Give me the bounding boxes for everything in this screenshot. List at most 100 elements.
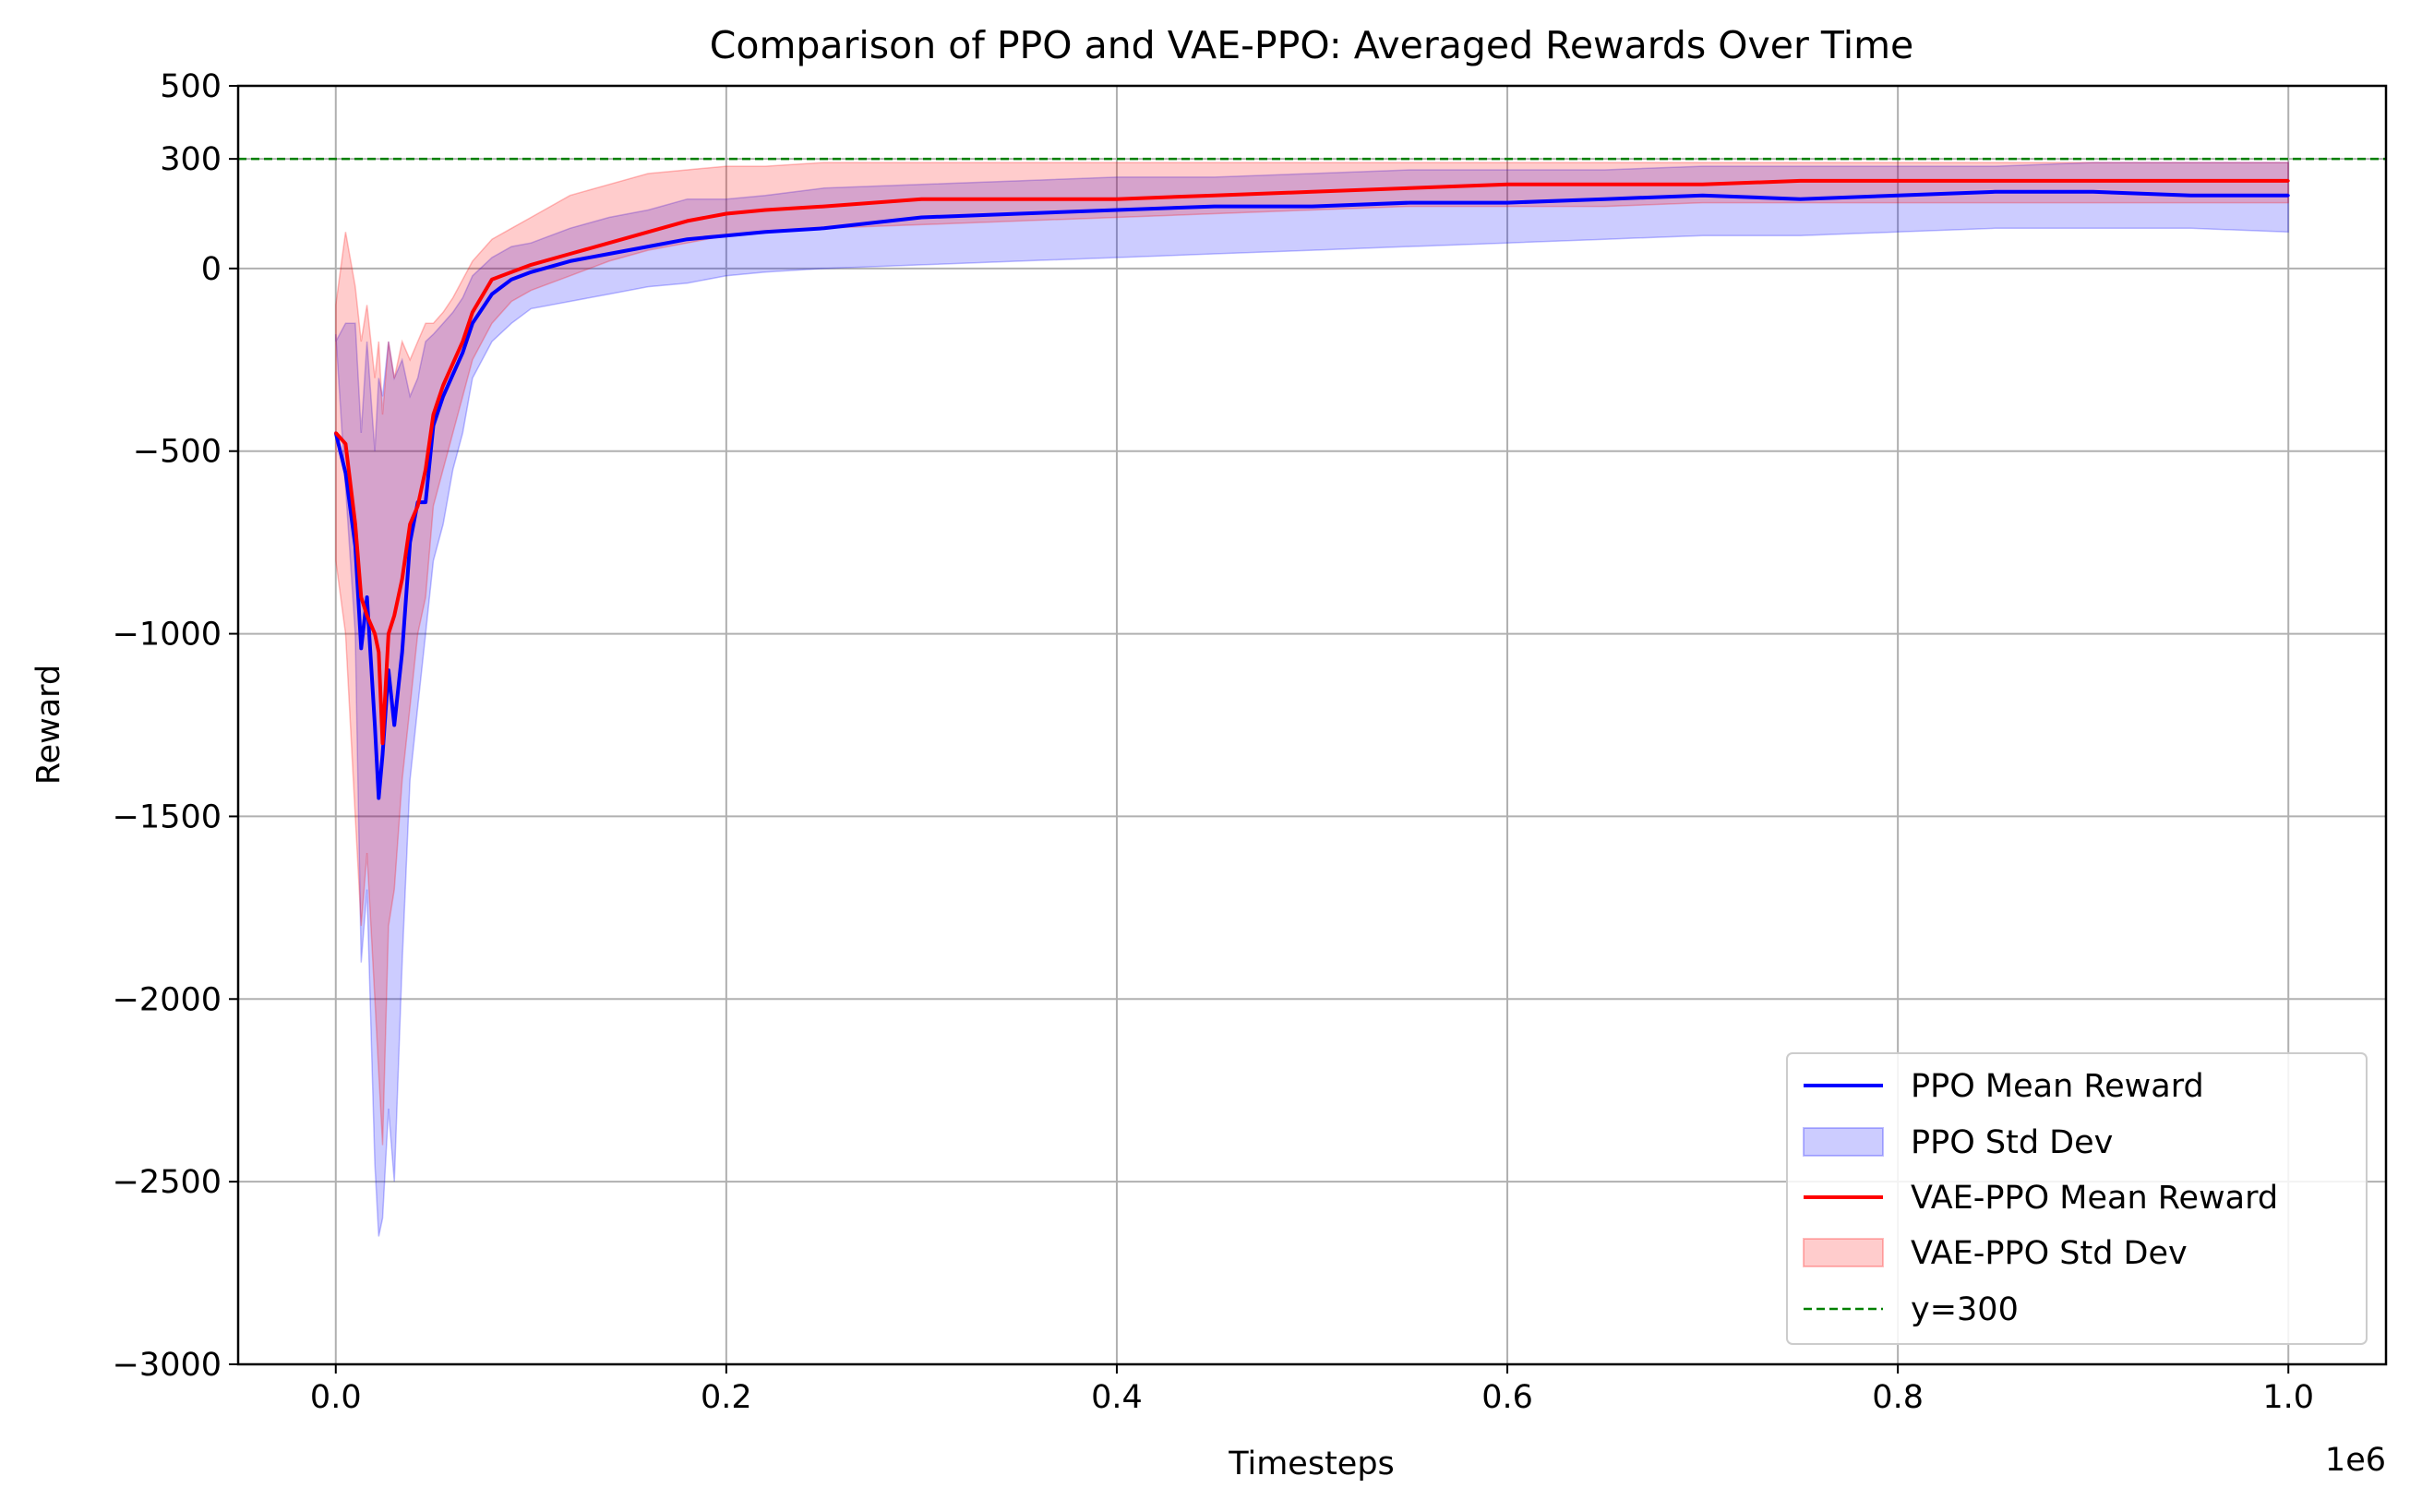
data-point-vae-ppo <box>471 310 474 314</box>
data-point-ppo <box>366 595 369 599</box>
data-point-vae-ppo <box>763 209 767 212</box>
y-tick-label: 0 <box>201 251 222 288</box>
data-point-vae-ppo <box>373 632 377 636</box>
data-point-vae-ppo <box>1505 183 1509 186</box>
x-tick-label: 0.8 <box>1872 1379 1924 1416</box>
data-point-vae-ppo <box>646 230 650 234</box>
y-tick-label: −3000 <box>113 1347 222 1384</box>
data-point-vae-ppo <box>381 741 385 745</box>
y-tick-label: −500 <box>133 434 222 471</box>
y-tick-label: 500 <box>160 68 222 105</box>
data-point-ppo <box>343 471 347 474</box>
data-point-vae-ppo <box>401 577 404 581</box>
data-point-ppo <box>1994 190 1997 194</box>
data-point-ppo <box>822 226 826 230</box>
data-point-vae-ppo <box>1603 183 1607 186</box>
data-point-vae-ppo <box>392 614 396 618</box>
plot-area-frame <box>236 84 2388 1366</box>
y-axis-label: Reward <box>30 665 67 785</box>
data-point-vae-ppo <box>1213 194 1217 198</box>
data-point-ppo <box>646 245 650 248</box>
data-point-vae-ppo <box>529 263 533 267</box>
data-point-vae-ppo <box>1115 198 1119 201</box>
data-point-vae-ppo <box>359 595 363 599</box>
data-point-vae-ppo <box>432 413 436 416</box>
data-point-ppo <box>1408 201 1411 205</box>
x-axis-offset-text: 1e6 <box>2325 1442 2386 1479</box>
data-point-vae-ppo <box>490 278 494 282</box>
y-tick-label: −2000 <box>113 981 222 1018</box>
data-point-ppo <box>373 724 377 726</box>
legend-ppo-std-swatch <box>1803 1127 1884 1157</box>
data-point-vae-ppo <box>377 650 380 654</box>
data-point-ppo <box>607 252 611 256</box>
data-point-ppo <box>461 351 464 354</box>
data-point-vae-ppo <box>1994 179 1997 183</box>
data-point-ppo <box>451 373 455 377</box>
data-point-ppo <box>1017 212 1021 215</box>
data-point-ppo <box>919 215 923 219</box>
mean-line-vae-ppo <box>334 178 2289 746</box>
data-point-ppo <box>1213 205 1217 209</box>
y-tick-label: −2500 <box>113 1164 222 1201</box>
data-point-vae-ppo <box>725 212 728 215</box>
data-point-vae-ppo <box>2286 179 2290 183</box>
data-point-vae-ppo <box>607 241 611 245</box>
data-point-ppo <box>392 724 396 726</box>
data-point-ppo <box>725 234 728 237</box>
data-point-vae-ppo <box>510 270 513 274</box>
legend-ppo-std-label: PPO Std Dev <box>1911 1124 2113 1161</box>
std-band-vae-ppo <box>335 162 2289 1146</box>
data-point-vae-ppo <box>387 632 390 636</box>
data-point-ppo <box>401 650 404 654</box>
x-tick-label: 0.2 <box>701 1379 752 1416</box>
x-tick-label: 0.0 <box>310 1379 362 1416</box>
data-point-vae-ppo <box>2188 179 2192 183</box>
legend-vae-std-label: VAE-PPO Std Dev <box>1911 1235 2188 1272</box>
x-tick-label: 1.0 <box>2262 1379 2314 1416</box>
data-point-ppo <box>529 270 533 274</box>
legend: PPO Mean Reward PPO Std Dev VAE-PPO Mean… <box>1786 1052 2368 1345</box>
legend-ppo-mean-label: PPO Mean Reward <box>1911 1068 2204 1105</box>
data-point-vae-ppo <box>2092 179 2095 183</box>
data-point-vae-ppo <box>354 522 357 526</box>
data-point-ppo <box>510 278 513 282</box>
data-point-vae-ppo <box>408 522 412 526</box>
data-point-ppo <box>1311 205 1313 209</box>
x-tick-label: 0.6 <box>1481 1379 1533 1416</box>
data-point-vae-ppo <box>343 442 347 446</box>
data-point-vae-ppo <box>1311 190 1313 194</box>
data-point-vae-ppo <box>451 362 455 366</box>
legend-vae-mean-label: VAE-PPO Mean Reward <box>1911 1180 2278 1217</box>
data-point-ppo <box>1603 198 1607 201</box>
legend-frame <box>1786 1052 2368 1345</box>
data-point-vae-ppo <box>416 504 420 508</box>
data-point-vae-ppo <box>334 431 338 435</box>
data-point-ppo <box>763 230 767 234</box>
data-point-ppo <box>424 500 427 504</box>
data-point-ppo <box>490 293 494 296</box>
std-dev-bands <box>335 162 2289 1237</box>
data-point-ppo <box>2286 194 2290 198</box>
data-point-ppo <box>377 797 380 800</box>
data-point-ppo <box>1505 201 1509 205</box>
legend-vae-std-swatch <box>1803 1238 1884 1267</box>
data-point-ppo <box>686 237 689 241</box>
x-axis-label: Timesteps <box>1228 1446 1395 1482</box>
std-band-ppo <box>335 162 2289 1237</box>
data-point-vae-ppo <box>424 468 427 471</box>
data-point-ppo <box>471 321 474 325</box>
y-tick-label: −1000 <box>113 617 222 654</box>
data-point-vae-ppo <box>822 205 826 209</box>
y-tick-label: 300 <box>160 141 222 178</box>
data-point-vae-ppo <box>1798 179 1802 183</box>
data-point-ppo <box>2188 194 2192 198</box>
x-tick-label: 0.4 <box>1091 1379 1143 1416</box>
data-point-vae-ppo <box>1017 198 1021 201</box>
data-point-vae-ppo <box>441 383 445 387</box>
axis-ticks: 0.0 0.2 0.4 0.6 0.8 1.0 500 300 0 −500 −1000 −1500 −… <box>113 68 2314 1416</box>
data-point-ppo <box>569 259 572 263</box>
data-point-ppo <box>359 646 363 650</box>
y-tick-label: −1500 <box>113 798 222 835</box>
